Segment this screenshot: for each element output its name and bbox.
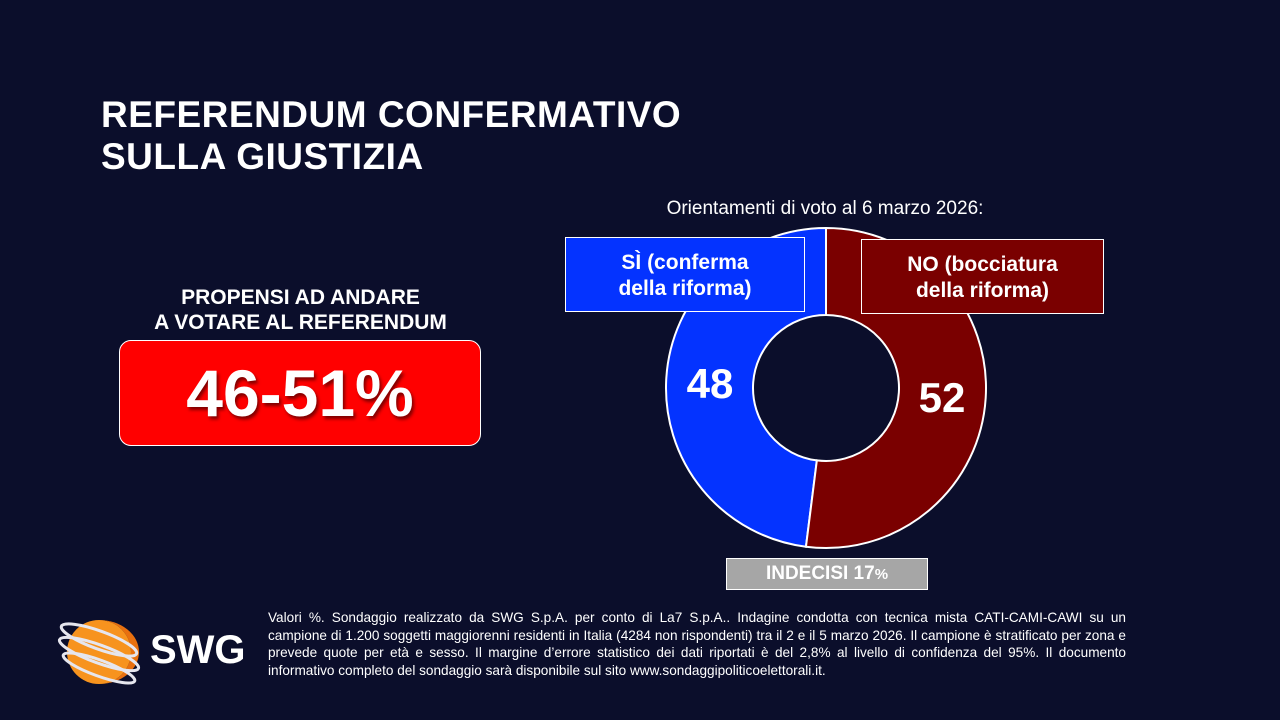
swg-globe-logo	[57, 620, 141, 685]
swg-logo-text: SWG	[150, 628, 246, 672]
turnout-value: 46-51%	[119, 340, 481, 446]
legend-no: NO (bocciatura della riforma)	[861, 239, 1104, 314]
chart-title: Orientamenti di voto al 6 marzo 2026:	[666, 198, 984, 219]
value-label-no: 52	[919, 374, 966, 421]
value-label-si: 48	[687, 360, 734, 407]
methodology-note: Valori %. Sondaggio realizzato da SWG S.…	[268, 610, 1126, 678]
turnout-label: PROPENSI AD ANDARE A VOTARE AL REFERENDU…	[154, 286, 447, 334]
page-title: REFERENDUM CONFERMATIVO SULLA GIUSTIZIA	[101, 94, 682, 177]
undecided-badge: INDECISI 17%	[726, 558, 928, 590]
legend-si: SÌ (conferma della riforma)	[565, 237, 805, 312]
